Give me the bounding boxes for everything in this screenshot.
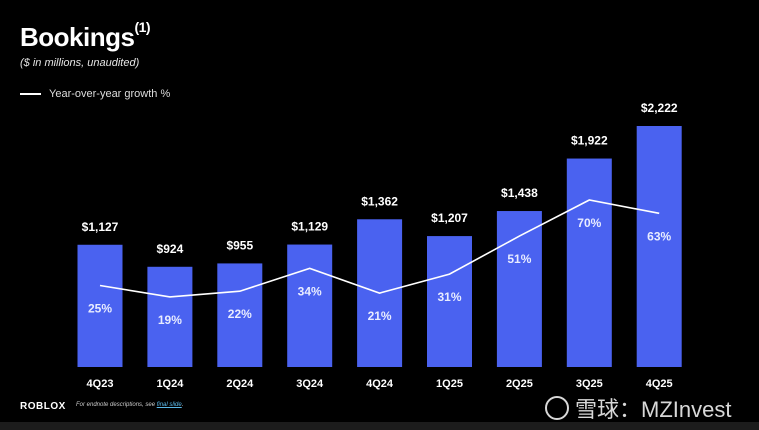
growth-label: 22% (228, 307, 252, 321)
bar-1Q24 (147, 266, 193, 367)
watermark-text: 雪球：MZInvest (575, 397, 732, 422)
bar-value-label: $1,207 (431, 211, 468, 225)
bar-value-label: $2,222 (641, 101, 678, 115)
bar-value-label: $955 (226, 238, 253, 252)
bar-1Q25 (427, 236, 472, 367)
watermark: 雪球：MZInvest (545, 392, 731, 424)
growth-label: 25% (88, 302, 112, 316)
bar-3Q25 (566, 158, 612, 367)
footer-note: For endnote descriptions, see final slid… (76, 402, 183, 408)
growth-line (99, 199, 660, 298)
footer-note-text: For endnote descriptions, see (76, 402, 157, 408)
growth-label: 31% (437, 290, 461, 304)
x-tick-label: 2Q24 (226, 378, 254, 390)
x-tick-label: 3Q25 (576, 378, 603, 390)
legend: Year-over-year growth % (20, 88, 170, 100)
bar-4Q23 (77, 244, 123, 367)
bar-value-label: $1,362 (361, 194, 398, 208)
final-slide-link[interactable]: final slide (156, 402, 182, 408)
bar-3Q24 (287, 244, 333, 367)
bar-value-label: $1,127 (82, 220, 119, 234)
bar-value-label: $1,129 (291, 220, 328, 234)
footer-note-suffix: . (181, 402, 184, 408)
legend-label: Year-over-year growth % (49, 88, 171, 100)
x-tick-label: 3Q24 (296, 378, 324, 390)
xueqiu-logo-icon (545, 396, 569, 420)
x-tick-label: 1Q25 (436, 378, 463, 390)
subtitle: ($ in millions, unaudited) (20, 57, 140, 69)
x-tick-label: 1Q24 (156, 378, 184, 390)
legend-line-swatch (20, 93, 41, 95)
x-tick-label: 4Q23 (87, 378, 114, 390)
growth-label: 21% (368, 309, 392, 323)
x-tick-label: 4Q25 (646, 378, 673, 390)
bar-2Q24 (217, 263, 263, 367)
growth-label: 70% (577, 216, 601, 230)
bottom-band (0, 422, 759, 430)
growth-label: 19% (158, 313, 182, 327)
title-footnote-ref: (1) (134, 19, 151, 36)
title-text: Bookings (20, 22, 135, 52)
bar-2Q25 (496, 211, 542, 367)
page-title: Bookings(1) (20, 19, 151, 53)
roblox-logo: ROBLOX (20, 401, 66, 412)
growth-label: 34% (298, 284, 322, 298)
growth-label: 51% (507, 252, 531, 266)
bar-4Q25 (636, 126, 682, 367)
growth-label: 63% (647, 229, 671, 243)
bar-value-label: $924 (157, 242, 184, 256)
x-tick-label: 4Q24 (366, 378, 394, 390)
bar-value-label: $1,438 (501, 186, 538, 200)
bar-value-label: $1,922 (571, 134, 608, 148)
x-tick-label: 2Q25 (506, 378, 533, 390)
